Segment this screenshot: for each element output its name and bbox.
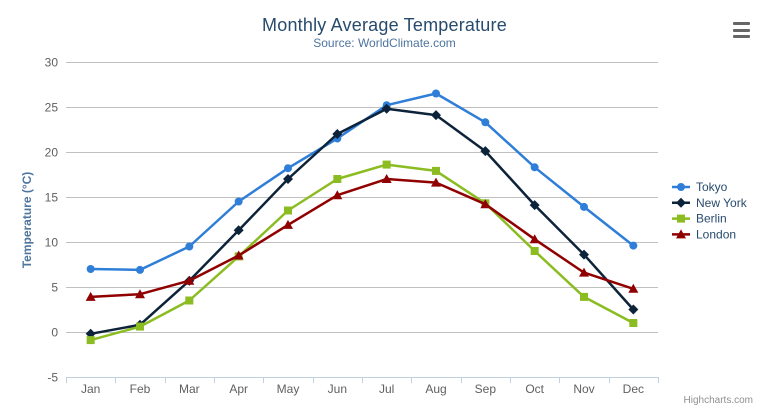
point-berlin-may[interactable] [284, 206, 292, 215]
point-tokyo-jan[interactable] [86, 265, 95, 273]
x-axis-label: Mar [179, 382, 200, 396]
point-berlin-jun[interactable] [333, 175, 342, 183]
x-axis-label: Nov [573, 382, 594, 396]
point-london-nov[interactable] [579, 267, 589, 277]
x-axis-label: May [277, 382, 300, 396]
x-axis-label: Jun [328, 382, 347, 396]
point-new-york-jul[interactable] [381, 103, 392, 114]
series-line-london[interactable] [89, 177, 635, 299]
legend-marker-triangle [676, 229, 686, 239]
point-tokyo-aug[interactable] [432, 89, 440, 98]
hamburger-icon [733, 22, 750, 25]
hamburger-icon [733, 28, 750, 32]
highcharts-credit-link[interactable]: Highcharts.com [683, 395, 753, 406]
point-berlin-feb[interactable] [136, 322, 144, 331]
y-axis-label: 15 [45, 191, 59, 205]
point-london-oct[interactable] [529, 234, 540, 244]
series-line-berlin[interactable] [89, 163, 635, 342]
point-london-jun[interactable] [332, 190, 343, 200]
y-axis-label: 30 [45, 56, 59, 70]
y-axis-label: 5 [51, 281, 58, 295]
point-london-mar[interactable] [184, 275, 195, 285]
series-new-york [85, 103, 639, 339]
point-tokyo-feb[interactable] [136, 265, 144, 274]
point-new-york-jun[interactable] [332, 129, 343, 139]
series-line-new-york[interactable] [89, 107, 635, 336]
chart-subtitle: Source: WorldClimate.com [313, 36, 456, 50]
point-tokyo-nov[interactable] [580, 202, 588, 211]
y-axis-label: 10 [45, 236, 59, 250]
point-london-jul[interactable] [381, 174, 392, 183]
legend-label: London [696, 227, 736, 241]
x-axis-label: Jul [379, 382, 394, 396]
point-tokyo-mar[interactable] [185, 242, 194, 251]
point-london-sep[interactable] [480, 199, 491, 209]
point-new-york-nov[interactable] [579, 249, 589, 260]
point-london-feb[interactable] [135, 289, 145, 299]
legend-marker-square [677, 214, 685, 223]
legend-label: Tokyo [696, 180, 728, 194]
point-berlin-mar[interactable] [185, 296, 194, 305]
point-berlin-dec[interactable] [629, 319, 638, 327]
point-new-york-may[interactable] [283, 174, 293, 184]
legend-label: Berlin [696, 212, 727, 226]
x-axis-label: Feb [130, 382, 151, 396]
series-line-tokyo[interactable] [89, 92, 635, 272]
point-tokyo-may[interactable] [284, 164, 292, 173]
hamburger-icon [733, 35, 750, 38]
y-axis-label: 25 [45, 101, 59, 115]
legend-item-tokyo[interactable]: Tokyo [672, 180, 728, 194]
y-axis-label: -5 [47, 371, 58, 385]
x-axis-label: Oct [525, 382, 544, 396]
y-axis-title: Temperature (°C) [20, 171, 34, 269]
point-new-york-oct[interactable] [529, 200, 540, 211]
legend-item-new-york[interactable]: New York [672, 196, 748, 210]
x-axis [66, 377, 659, 383]
x-axis-label: Apr [229, 382, 248, 396]
point-tokyo-apr[interactable] [234, 197, 243, 206]
point-berlin-oct[interactable] [530, 247, 539, 255]
point-tokyo-oct[interactable] [530, 163, 539, 172]
x-axis-label: Dec [623, 382, 644, 396]
legend-marker-circle [677, 183, 685, 191]
y-axis-label: 20 [45, 146, 59, 160]
point-london-apr[interactable] [233, 250, 244, 260]
point-new-york-sep[interactable] [480, 146, 491, 157]
point-london-dec[interactable] [628, 283, 639, 293]
series-tokyo [86, 89, 638, 274]
point-london-jan[interactable] [85, 291, 96, 301]
x-axis-label: Sep [475, 382, 497, 396]
y-gridlines [66, 62, 658, 378]
series-london [85, 174, 639, 301]
point-new-york-aug[interactable] [431, 110, 441, 121]
point-berlin-nov[interactable] [580, 292, 588, 301]
point-tokyo-dec[interactable] [629, 241, 638, 250]
point-london-aug[interactable] [431, 177, 441, 187]
point-tokyo-sep[interactable] [481, 118, 490, 127]
point-berlin-jul[interactable] [382, 160, 391, 169]
point-new-york-apr[interactable] [233, 225, 244, 236]
legend-item-berlin[interactable]: Berlin [672, 212, 727, 226]
point-berlin-aug[interactable] [432, 166, 440, 175]
legend-label: New York [696, 196, 748, 210]
export-menu-button[interactable] [729, 19, 755, 41]
legend-item-london[interactable]: London [672, 227, 736, 241]
x-axis-label: Jan [81, 382, 100, 396]
chart-title: Monthly Average Temperature [262, 15, 507, 35]
point-new-york-dec[interactable] [628, 304, 639, 315]
point-london-may[interactable] [283, 219, 293, 229]
y-axis-label: 0 [51, 326, 58, 340]
point-berlin-jan[interactable] [86, 336, 95, 345]
x-axis-label: Aug [425, 382, 446, 396]
legend-marker-diamond [676, 197, 686, 208]
